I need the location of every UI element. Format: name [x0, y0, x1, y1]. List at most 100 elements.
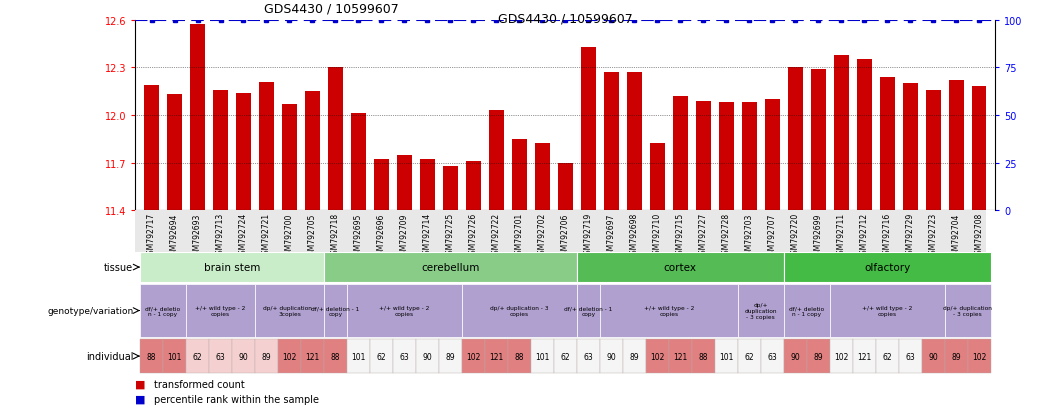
Bar: [347, 339, 370, 373]
Text: GSM792696: GSM792696: [377, 213, 386, 259]
Bar: [577, 284, 600, 337]
Text: 101: 101: [536, 352, 549, 361]
Bar: [140, 339, 163, 373]
Bar: [324, 252, 577, 282]
Bar: [738, 339, 761, 373]
Text: 88: 88: [698, 352, 708, 361]
Bar: [829, 339, 852, 373]
Bar: [968, 339, 991, 373]
Text: 102: 102: [650, 352, 665, 361]
Bar: [553, 339, 577, 373]
Bar: [167, 95, 182, 211]
Bar: [466, 161, 480, 211]
Text: 89: 89: [262, 352, 271, 361]
Text: +/+ wild type - 2
copies: +/+ wild type - 2 copies: [379, 305, 429, 316]
Text: 63: 63: [767, 352, 777, 361]
Bar: [719, 103, 734, 211]
Bar: [351, 114, 366, 211]
Text: GSM792705: GSM792705: [308, 213, 317, 259]
Bar: [209, 339, 232, 373]
Bar: [512, 139, 527, 211]
Bar: [875, 339, 898, 373]
Bar: [163, 339, 187, 373]
Text: GSM792710: GSM792710: [652, 213, 662, 259]
Bar: [811, 70, 825, 211]
Bar: [784, 339, 807, 373]
Text: GSM792702: GSM792702: [538, 213, 547, 259]
Text: GSM792711: GSM792711: [837, 213, 846, 259]
Text: df/+ deletio
n - 1 copy: df/+ deletio n - 1 copy: [146, 305, 180, 316]
Bar: [650, 144, 665, 211]
Bar: [485, 339, 507, 373]
Text: tissue: tissue: [104, 262, 133, 273]
Text: brain stem: brain stem: [204, 262, 260, 273]
Bar: [462, 284, 577, 337]
Text: 102: 102: [834, 352, 848, 361]
Text: cerebellum: cerebellum: [421, 262, 479, 273]
Text: GSM792697: GSM792697: [606, 213, 616, 259]
Bar: [696, 101, 711, 211]
Bar: [673, 97, 688, 211]
Text: cortex: cortex: [664, 262, 697, 273]
Bar: [393, 339, 416, 373]
Text: 63: 63: [399, 352, 410, 361]
Bar: [834, 55, 848, 211]
Text: GSM792713: GSM792713: [216, 213, 225, 259]
Text: 102: 102: [972, 352, 986, 361]
Bar: [187, 339, 209, 373]
Text: ■: ■: [135, 394, 146, 404]
Bar: [439, 339, 462, 373]
Bar: [489, 111, 503, 211]
Text: GSM792715: GSM792715: [675, 213, 685, 259]
Text: olfactory: olfactory: [864, 262, 911, 273]
Text: GDS4430 / 10599607: GDS4430 / 10599607: [265, 2, 399, 15]
Text: dp/+
duplication
- 3 copies: dp/+ duplication - 3 copies: [744, 302, 777, 319]
Text: GSM792693: GSM792693: [193, 213, 202, 259]
Bar: [232, 339, 255, 373]
Text: 121: 121: [489, 352, 503, 361]
Text: GSM792724: GSM792724: [239, 213, 248, 259]
Bar: [623, 339, 646, 373]
Bar: [213, 90, 228, 211]
Text: 88: 88: [147, 352, 156, 361]
Text: 90: 90: [928, 352, 938, 361]
Bar: [416, 339, 439, 373]
Bar: [898, 339, 921, 373]
Text: GSM792707: GSM792707: [768, 213, 776, 259]
Text: GSM792708: GSM792708: [974, 213, 984, 259]
Text: 90: 90: [606, 352, 616, 361]
Bar: [443, 166, 457, 211]
Bar: [190, 25, 205, 211]
Bar: [347, 284, 462, 337]
Text: GSM792701: GSM792701: [515, 213, 524, 259]
Text: GSM792722: GSM792722: [492, 213, 501, 259]
Bar: [577, 252, 784, 282]
Bar: [879, 78, 894, 211]
Text: 62: 62: [376, 352, 387, 361]
Bar: [397, 155, 412, 211]
Text: 90: 90: [790, 352, 800, 361]
Text: +/+ wild type - 2
copies: +/+ wild type - 2 copies: [862, 305, 912, 316]
Text: 121: 121: [673, 352, 688, 361]
Text: GSM792723: GSM792723: [928, 213, 938, 259]
Text: GSM792720: GSM792720: [791, 213, 799, 259]
Bar: [187, 284, 255, 337]
Bar: [761, 339, 784, 373]
Text: GSM792728: GSM792728: [722, 213, 730, 259]
Text: GSM792706: GSM792706: [561, 213, 570, 259]
Bar: [328, 68, 343, 211]
Text: 88: 88: [330, 352, 340, 361]
Text: GSM792729: GSM792729: [905, 213, 915, 259]
Text: df/+ deletio
n - 1 copy: df/+ deletio n - 1 copy: [789, 305, 824, 316]
Bar: [140, 284, 187, 337]
Text: GSM792709: GSM792709: [400, 213, 408, 259]
Bar: [370, 339, 393, 373]
Text: dp/+ duplication - 3
copies: dp/+ duplication - 3 copies: [490, 305, 548, 316]
Bar: [324, 339, 347, 373]
Text: GSM792717: GSM792717: [147, 213, 156, 259]
Text: GSM792694: GSM792694: [170, 213, 179, 259]
Bar: [944, 284, 991, 337]
Text: 90: 90: [239, 352, 248, 361]
Text: 63: 63: [584, 352, 593, 361]
Text: GSM792725: GSM792725: [446, 213, 455, 259]
